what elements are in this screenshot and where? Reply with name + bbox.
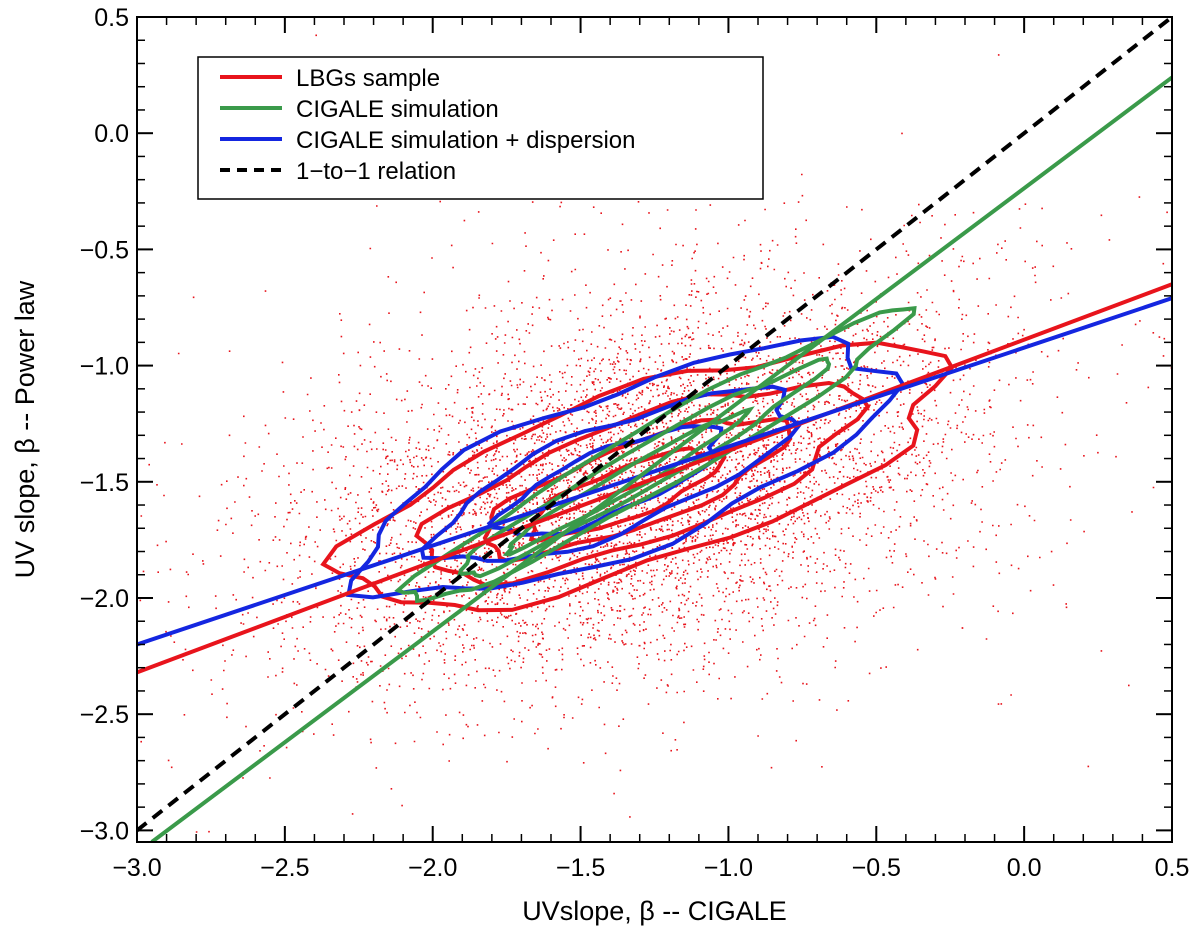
legend-label-lbgs: LBGs sample [296, 65, 440, 92]
x-tick-label: −3.0 [112, 854, 161, 882]
contour-lbgs-sample-3 [528, 446, 727, 543]
y-tick-label: 0.5 [94, 4, 129, 32]
contour-cigale-simulation-7 [394, 306, 917, 604]
x-tick-label: −1.5 [556, 854, 605, 882]
y-tick-label: −3.0 [80, 817, 129, 845]
x-tick-label: −0.5 [852, 854, 901, 882]
scatter-point-cloud [139, 34, 1172, 833]
legend: LBGs sample CIGALE simulation CIGALE sim… [197, 56, 764, 200]
legend-label-cigale-dispersion: CIGALE simulation + dispersion [296, 127, 636, 154]
fit-lines [137, 17, 1172, 842]
y-tick-label: −2.0 [80, 585, 129, 613]
fit-line-cigale-simulation-fit [150, 75, 1172, 842]
y-axis-title: UV slope, β -- Power law [10, 280, 40, 578]
contour-cigale-simulation-8 [457, 356, 832, 579]
contour-layer [320, 306, 955, 613]
fit-line-cigale-simulation-dispersion-fit [137, 296, 1172, 647]
x-tick-label: 0.5 [1155, 854, 1190, 882]
scatter-points [139, 34, 1172, 833]
legend-label-one-to-one: 1−to−1 relation [296, 158, 456, 185]
contour-cigale-simulation-9 [502, 406, 755, 557]
x-tick-label: −2.0 [408, 854, 457, 882]
contour-lbgs-sample-2 [482, 417, 793, 564]
plot-frame [136, 16, 1173, 843]
y-tick-label: −0.5 [80, 236, 129, 264]
legend-label-cigale: CIGALE simulation [296, 96, 499, 123]
fit-line-lbgs-sample-fit [137, 282, 1172, 675]
x-tick-label: −1.0 [704, 854, 753, 882]
legend-box [197, 56, 764, 200]
contour-lbgs-sample-0 [320, 340, 955, 613]
y-tick-label: −2.5 [80, 701, 129, 729]
y-tick-label: −1.5 [80, 469, 129, 497]
y-tick-label: 0.0 [94, 120, 129, 148]
axis-ticks: −3.0 −2.5 −2.0 −1.5 −1.0 −0.5 0.0 0.5 −3.0 −2.5 −2… [80, 4, 1190, 882]
contour-cigale-simulation-dispersion-4 [346, 334, 906, 600]
x-tick-label: 0.0 [1007, 854, 1042, 882]
x-axis-title: UVslope, β -- CIGALE [522, 896, 787, 926]
x-tick-label: −2.5 [260, 854, 309, 882]
y-tick-label: −1.0 [80, 353, 129, 381]
